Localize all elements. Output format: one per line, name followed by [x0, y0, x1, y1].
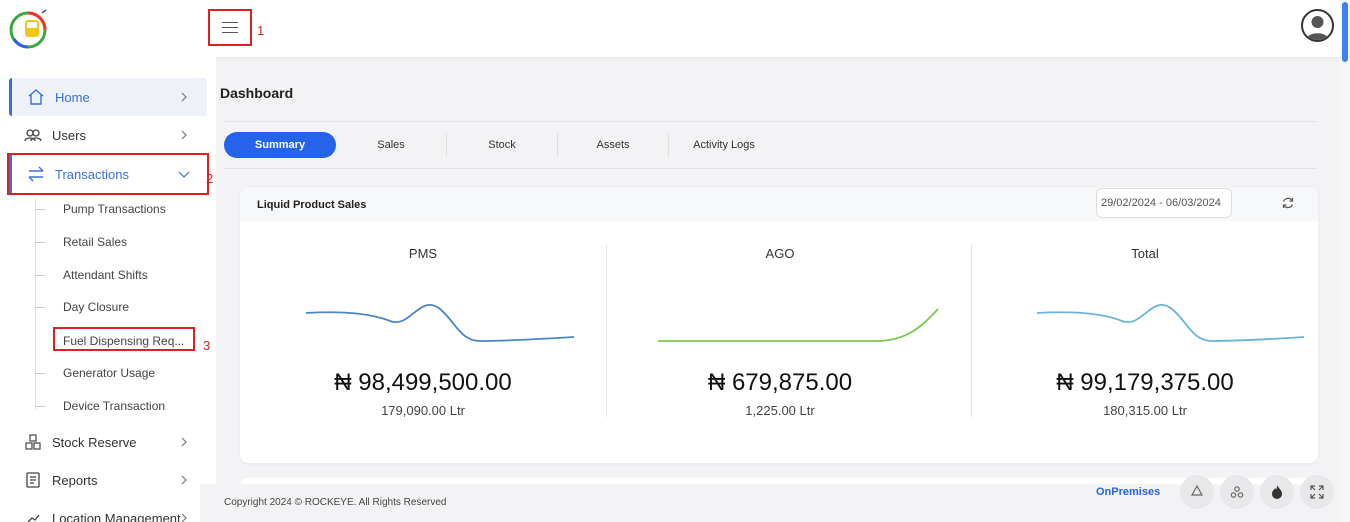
footer: Copyright 2024 © ROCKEYE. All Rights Res…	[200, 475, 1340, 522]
deployment-mode-label: OnPremises	[1096, 486, 1161, 498]
tab-assets[interactable]: Assets	[596, 139, 630, 151]
tab-separator	[668, 133, 669, 157]
location-chart-icon	[23, 508, 43, 522]
chevron-right-icon	[181, 130, 187, 140]
transfer-arrows-icon	[26, 164, 46, 184]
user-avatar[interactable]	[1301, 9, 1334, 42]
scrollbar-thumb[interactable]	[1342, 2, 1348, 62]
liquid-product-sales-card: Liquid Product Sales PMS ₦ 98,499,500.00…	[240, 187, 1318, 463]
sidebar-item-reports[interactable]: Reports	[9, 461, 207, 499]
submenu-item-fuel-dispensing[interactable]: Fuel Dispensing Req...	[53, 327, 195, 351]
stat-column-ago: AGO ₦ 679,875.00 1,225.00 Ltr	[597, 221, 963, 463]
column-divider	[971, 245, 972, 417]
submenu-item-label: Device Transaction	[63, 399, 166, 413]
sidebar-item-label: Users	[52, 127, 86, 143]
fullscreen-icon	[1310, 485, 1324, 499]
home-icon	[26, 87, 46, 107]
recycle-icon-button[interactable]	[1180, 475, 1214, 509]
fullscreen-icon-button[interactable]	[1300, 475, 1334, 509]
submenu-item-label: Day Closure	[63, 300, 130, 314]
sidebar-item-label: Location Management	[52, 510, 181, 522]
stat-column-total: Total ₦ 99,179,375.00 180,315.00 Ltr	[962, 221, 1328, 463]
chevron-right-icon	[181, 92, 187, 102]
card-header: Liquid Product Sales	[240, 187, 1318, 221]
stat-quantity: 179,090.00 Ltr	[381, 403, 465, 418]
divider	[224, 168, 1317, 169]
cluster-icon-button[interactable]	[1220, 475, 1254, 509]
fire-icon-button[interactable]	[1260, 475, 1294, 509]
sidebar-item-home[interactable]: Home	[9, 78, 207, 116]
annotation-marker-1: 1	[257, 23, 265, 38]
submenu-item-label: Retail Sales	[63, 235, 128, 249]
column-divider	[606, 245, 607, 417]
sidebar-item-location-management[interactable]: Location Management	[9, 499, 207, 522]
pms-sparkline	[305, 303, 575, 342]
sidebar-item-stock-reserve[interactable]: Stock Reserve	[9, 423, 207, 461]
chevron-down-icon	[178, 171, 190, 178]
stat-label: PMS	[408, 246, 438, 261]
report-document-icon	[23, 470, 43, 490]
stat-amount: ₦ 98,499,500.00	[334, 369, 512, 396]
stat-quantity: 1,225.00 Ltr	[745, 403, 815, 418]
sidebar	[0, 57, 216, 522]
recycle-icon	[1190, 484, 1204, 496]
annotation-marker-2: 2	[206, 171, 214, 186]
cluster-icon	[1230, 486, 1244, 498]
sidebar-item-transactions[interactable]: Transactions	[7, 153, 209, 195]
date-range-input[interactable]	[1096, 188, 1232, 218]
stat-amount: ₦ 99,179,375.00	[1056, 369, 1234, 396]
submenu-item-label: Generator Usage	[63, 366, 156, 380]
total-sparkline	[1036, 303, 1305, 342]
annotation-marker-3: 3	[203, 338, 211, 353]
divider	[224, 121, 1317, 122]
submenu-guide-line	[35, 199, 36, 409]
top-bar: 1	[0, 0, 1340, 57]
submenu-item-label: Attendant Shifts	[63, 268, 148, 282]
tab-activity-logs[interactable]: Activity Logs	[693, 139, 755, 151]
tab-sales[interactable]: Sales	[377, 139, 405, 151]
stat-label: AGO	[765, 246, 795, 261]
submenu-item-label: Fuel Dispensing Req...	[63, 334, 185, 348]
sidebar-item-label: Stock Reserve	[52, 434, 137, 450]
page-scrollbar[interactable]	[1340, 0, 1350, 522]
hamburger-icon	[222, 22, 238, 33]
menu-toggle-button[interactable]	[208, 9, 252, 46]
submenu-item-day-closure[interactable]: Day Closure	[35, 300, 130, 314]
card-title: Liquid Product Sales	[257, 199, 367, 211]
users-icon	[23, 125, 43, 145]
tab-separator	[446, 133, 447, 157]
copyright-text: Copyright 2024 © ROCKEYE. All Rights Res…	[224, 497, 447, 508]
stock-boxes-icon	[23, 432, 43, 452]
tab-summary[interactable]: Summary	[224, 132, 336, 158]
chevron-right-icon	[181, 475, 187, 485]
submenu-item-attendant-shifts[interactable]: Attendant Shifts	[35, 268, 148, 282]
app-logo[interactable]	[8, 9, 48, 49]
stat-quantity: 180,315.00 Ltr	[1103, 403, 1187, 418]
sidebar-item-label: Reports	[52, 472, 98, 488]
tab-stock[interactable]: Stock	[488, 139, 516, 151]
fire-icon	[1272, 485, 1282, 499]
submenu-item-label: Pump Transactions	[63, 202, 166, 216]
chevron-right-icon	[181, 437, 187, 447]
stat-amount: ₦ 679,875.00	[707, 369, 853, 396]
sidebar-item-users[interactable]: Users	[9, 116, 207, 154]
submenu-item-generator-usage[interactable]: Generator Usage	[35, 366, 156, 380]
submenu-item-retail-sales[interactable]: Retail Sales	[35, 235, 128, 249]
submenu-item-device-transaction[interactable]: Device Transaction	[35, 399, 166, 413]
stat-column-pms: PMS ₦ 98,499,500.00 179,090.00 Ltr	[240, 221, 606, 463]
stat-label: Total	[1131, 246, 1159, 261]
ago-sparkline	[658, 308, 939, 342]
refresh-icon[interactable]	[1281, 196, 1295, 210]
submenu-item-pump-transactions[interactable]: Pump Transactions	[35, 202, 166, 216]
sidebar-item-label: Transactions	[55, 166, 129, 182]
dashboard-tabs: Summary Sales Stock Assets Activity Logs	[224, 132, 779, 158]
tab-separator	[557, 133, 558, 157]
page-title: Dashboard	[220, 85, 294, 101]
sidebar-item-label: Home	[55, 89, 90, 105]
chevron-right-icon	[181, 513, 187, 522]
